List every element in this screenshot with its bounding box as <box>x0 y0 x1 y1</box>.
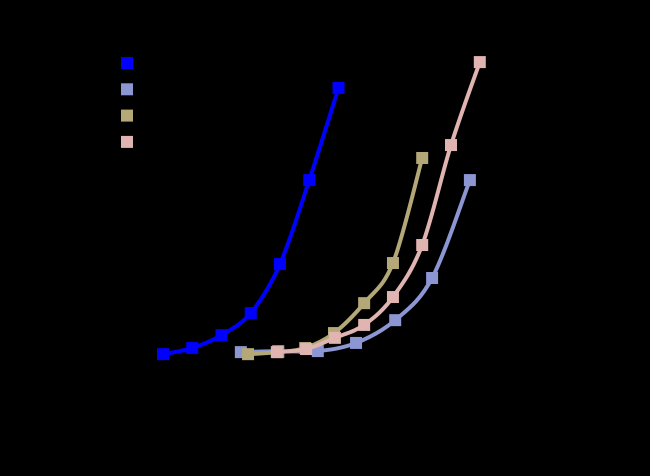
legend-marker <box>121 57 133 69</box>
data-point <box>445 139 457 152</box>
data-point <box>358 318 371 331</box>
data-point <box>157 348 169 361</box>
legend-marker <box>121 83 133 96</box>
data-point <box>426 272 439 284</box>
data-point <box>186 342 199 355</box>
legend-marker <box>121 135 133 148</box>
data-point <box>242 348 255 361</box>
series-line <box>276 61 482 355</box>
data-point <box>389 314 402 327</box>
data-point <box>328 331 341 344</box>
data-point <box>270 346 283 359</box>
data-point <box>300 343 313 356</box>
data-point <box>332 81 345 94</box>
data-point <box>274 258 286 271</box>
data-point <box>215 329 228 342</box>
data-point <box>416 239 429 252</box>
data-point <box>303 174 316 187</box>
data-point <box>416 151 429 164</box>
data-point <box>386 291 399 304</box>
data-point <box>350 336 363 349</box>
data-point <box>463 174 476 187</box>
legend-marker <box>121 109 133 122</box>
data-point <box>358 297 371 310</box>
data-point <box>386 257 399 270</box>
data-point <box>473 56 486 69</box>
data-point <box>244 307 257 320</box>
